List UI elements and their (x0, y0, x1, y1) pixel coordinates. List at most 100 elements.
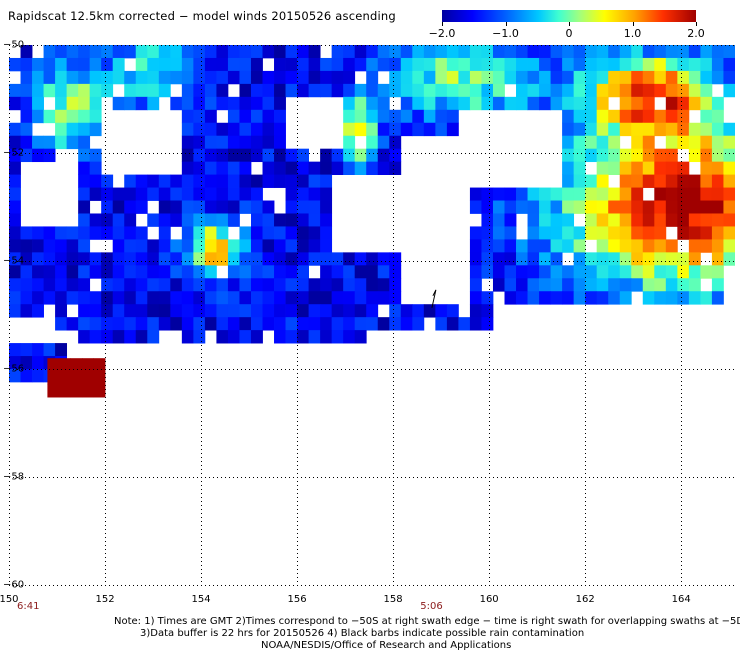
data-cell (562, 213, 575, 227)
data-cell (573, 70, 586, 85)
data-cell (181, 57, 194, 72)
data-cell (642, 148, 655, 163)
data-cell (239, 174, 252, 188)
data-cell (354, 83, 367, 98)
x-tick-label: 152 (95, 594, 115, 605)
data-cell (492, 278, 505, 292)
data-cell (58, 384, 71, 398)
data-cell (112, 330, 125, 344)
data-cell (32, 83, 44, 98)
data-cell (285, 83, 298, 98)
data-cell (700, 83, 713, 98)
data-cell (412, 96, 425, 111)
data-cell (66, 278, 79, 292)
data-cell (285, 239, 298, 253)
data-cell (619, 291, 632, 305)
data-cell (274, 304, 286, 318)
data-cell (32, 265, 44, 279)
data-cell (55, 45, 68, 59)
data-cell (204, 161, 217, 175)
data-cell (285, 148, 298, 163)
data-cell (700, 135, 713, 150)
data-cell (458, 57, 471, 72)
data-cell (193, 70, 206, 85)
data-cell (389, 278, 402, 292)
data-cell (250, 291, 263, 305)
data-cell (619, 148, 632, 163)
data-cell (608, 45, 621, 59)
data-cell (596, 213, 609, 227)
data-cell (458, 96, 471, 111)
y-tick-label: −58 (3, 471, 25, 483)
data-cell (285, 70, 298, 85)
data-cell (158, 317, 171, 331)
data-cell (181, 265, 194, 279)
data-cell (250, 265, 263, 279)
data-cell (78, 291, 91, 305)
data-cell (400, 304, 413, 318)
data-cell (435, 317, 448, 331)
data-cell (389, 45, 402, 59)
data-cell (596, 109, 609, 124)
data-cell (9, 135, 21, 150)
data-cell (539, 278, 551, 292)
data-cell (308, 252, 321, 266)
data-cell (250, 330, 263, 344)
data-cell (170, 304, 183, 318)
data-cell (181, 148, 194, 163)
data-cell (250, 57, 263, 72)
data-cell (527, 278, 540, 292)
data-cell (573, 174, 586, 188)
data-cell (308, 70, 321, 85)
x-tick-label: 160 (479, 594, 499, 605)
data-cell (112, 265, 125, 279)
data-cell (89, 57, 102, 72)
data-cell (596, 96, 609, 111)
data-cell (492, 239, 505, 253)
data-cell (654, 109, 667, 124)
data-cell (723, 148, 735, 163)
data-cell (527, 57, 540, 72)
data-cell (32, 239, 44, 253)
data-cell (112, 70, 125, 85)
data-cell (654, 265, 667, 279)
data-cell (711, 57, 724, 72)
data-cell (239, 291, 252, 305)
data-cell (147, 304, 160, 318)
data-cell (285, 200, 298, 214)
data-cell (89, 109, 102, 124)
data-cell (596, 200, 609, 214)
data-cell (227, 109, 240, 124)
data-cell (9, 278, 21, 292)
data-cell (308, 200, 321, 214)
data-cell (101, 317, 114, 331)
data-cell (262, 83, 275, 98)
data-cell (20, 109, 33, 124)
data-cell (124, 291, 137, 305)
data-cell (608, 135, 621, 150)
data-cell (665, 174, 678, 188)
data-cell (158, 213, 171, 227)
data-cell (66, 135, 79, 150)
data-cell (274, 252, 286, 266)
data-cell (101, 83, 114, 98)
data-cell (181, 304, 194, 318)
data-cell (147, 70, 160, 85)
data-cell (320, 57, 333, 72)
data-cell (20, 252, 33, 266)
data-cell (573, 200, 586, 214)
data-cell (435, 45, 448, 59)
data-cell (619, 70, 632, 85)
data-cell (320, 330, 333, 344)
data-cell (262, 226, 275, 240)
data-cell (170, 187, 183, 201)
data-cell (619, 187, 632, 201)
data-cell (573, 148, 586, 163)
data-cell (573, 187, 586, 201)
data-cell (688, 226, 701, 240)
data-cell (135, 83, 148, 98)
data-cell (585, 174, 598, 188)
data-cell (504, 278, 517, 292)
data-cell (124, 317, 137, 331)
data-cell (78, 187, 91, 201)
